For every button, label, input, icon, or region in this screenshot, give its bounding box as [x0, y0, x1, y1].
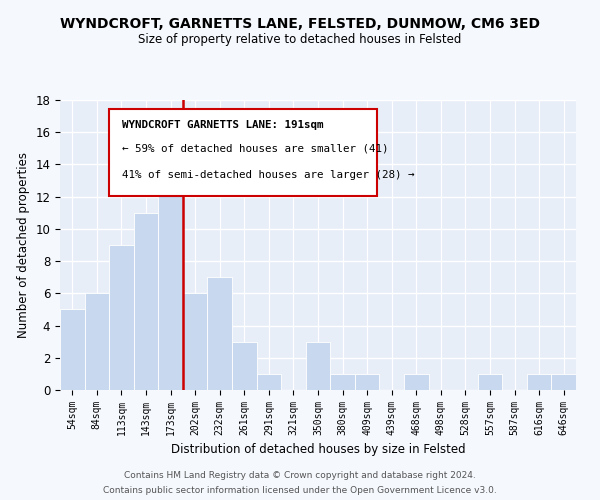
Bar	[85, 294, 109, 390]
Text: Size of property relative to detached houses in Felsted: Size of property relative to detached ho…	[139, 32, 461, 46]
Text: Contains HM Land Registry data © Crown copyright and database right 2024.: Contains HM Land Registry data © Crown c…	[124, 471, 476, 480]
Bar	[306, 342, 330, 390]
Bar	[257, 374, 281, 390]
Text: WYNDCROFT GARNETTS LANE: 191sqm: WYNDCROFT GARNETTS LANE: 191sqm	[122, 120, 323, 130]
Bar	[158, 164, 183, 390]
Bar	[478, 374, 502, 390]
Bar	[60, 310, 85, 390]
Bar	[330, 374, 355, 390]
Text: ← 59% of detached houses are smaller (41): ← 59% of detached houses are smaller (41…	[122, 144, 388, 154]
Text: 41% of semi-detached houses are larger (28) →: 41% of semi-detached houses are larger (…	[122, 170, 415, 179]
Bar	[551, 374, 576, 390]
Text: WYNDCROFT, GARNETTS LANE, FELSTED, DUNMOW, CM6 3ED: WYNDCROFT, GARNETTS LANE, FELSTED, DUNMO…	[60, 18, 540, 32]
FancyBboxPatch shape	[109, 108, 377, 196]
Bar	[183, 294, 208, 390]
Bar	[355, 374, 379, 390]
Bar	[109, 245, 134, 390]
Bar	[527, 374, 551, 390]
X-axis label: Distribution of detached houses by size in Felsted: Distribution of detached houses by size …	[170, 444, 466, 456]
Bar	[208, 277, 232, 390]
Bar	[134, 213, 158, 390]
Y-axis label: Number of detached properties: Number of detached properties	[17, 152, 30, 338]
Text: Contains public sector information licensed under the Open Government Licence v3: Contains public sector information licen…	[103, 486, 497, 495]
Bar	[232, 342, 257, 390]
Bar	[404, 374, 428, 390]
